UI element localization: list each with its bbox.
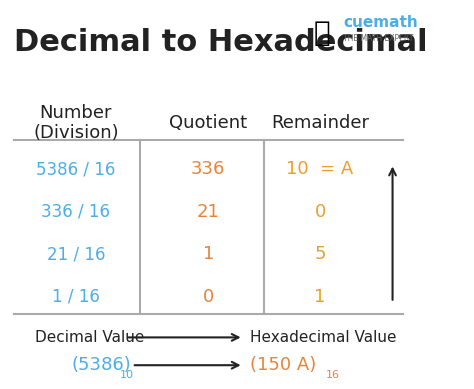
Text: 10: 10 — [119, 370, 133, 380]
Text: 1: 1 — [203, 245, 214, 263]
Text: (150 A): (150 A) — [250, 356, 316, 374]
Text: 5: 5 — [314, 245, 326, 263]
Text: 0: 0 — [203, 288, 214, 306]
Text: cuemath: cuemath — [343, 15, 418, 30]
Text: Quotient: Quotient — [169, 114, 247, 132]
Text: 16: 16 — [326, 370, 340, 380]
Text: Remainder: Remainder — [271, 114, 369, 132]
Text: 0: 0 — [314, 203, 326, 221]
Text: Decimal Value: Decimal Value — [35, 330, 144, 345]
Text: 21 / 16: 21 / 16 — [46, 245, 105, 263]
Text: Decimal to Hexadecimal: Decimal to Hexadecimal — [14, 28, 428, 58]
Text: 336: 336 — [191, 160, 226, 179]
Text: 10  = A: 10 = A — [286, 160, 354, 179]
Text: Number
(Division): Number (Division) — [33, 103, 118, 142]
Text: THE MATH EXPERT: THE MATH EXPERT — [343, 34, 413, 43]
Text: 🚀: 🚀 — [314, 19, 330, 47]
Text: 336 / 16: 336 / 16 — [41, 203, 110, 221]
Text: 1 / 16: 1 / 16 — [52, 288, 100, 306]
Text: 1: 1 — [314, 288, 326, 306]
Text: 5386 / 16: 5386 / 16 — [36, 160, 116, 179]
Text: (5386): (5386) — [72, 356, 131, 374]
Text: 21: 21 — [197, 203, 220, 221]
Text: Hexadecimal Value: Hexadecimal Value — [250, 330, 396, 345]
